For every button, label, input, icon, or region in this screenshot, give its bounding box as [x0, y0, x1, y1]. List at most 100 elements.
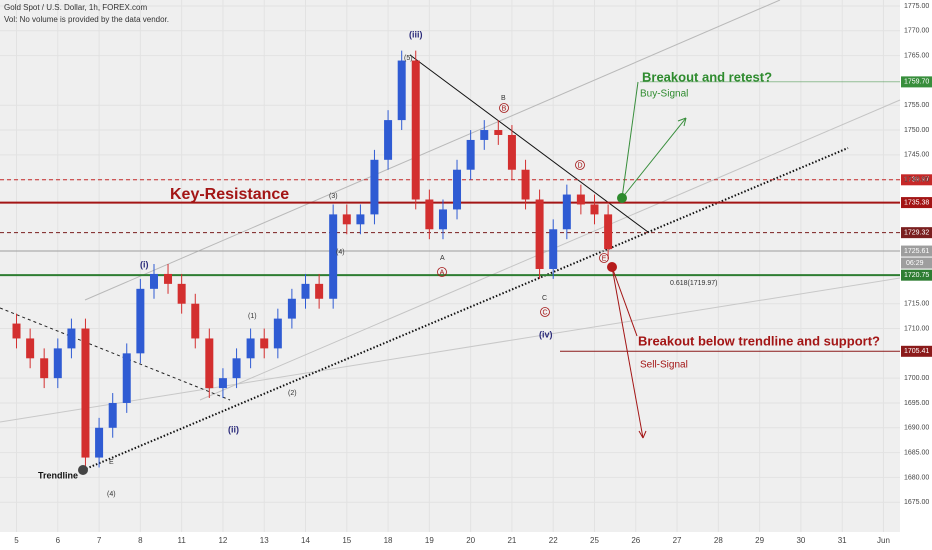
price-tag-label: 1725.61 — [904, 248, 929, 255]
candle-body — [108, 402, 117, 428]
arrow-head — [677, 117, 687, 127]
x-tick-label: 26 — [631, 536, 640, 545]
trendline — [0, 307, 231, 401]
wave-circle — [575, 160, 585, 170]
x-tick-label: 20 — [466, 536, 475, 545]
arrow-head — [638, 430, 647, 439]
x-tick-label: 8 — [138, 536, 143, 545]
channel-line — [84, 0, 781, 301]
arrow — [611, 266, 644, 439]
time-axis — [0, 532, 900, 550]
x-tick-label: 27 — [673, 536, 682, 545]
candle-body — [356, 214, 365, 225]
x-tick-label: 5 — [14, 536, 19, 545]
candle-body — [397, 60, 406, 121]
x-tick-label: 15 — [342, 536, 351, 545]
annotation: (1) — [248, 313, 257, 320]
price-tag-label: 1759.70 — [904, 79, 929, 86]
candle-body — [95, 427, 104, 458]
candle-body — [535, 199, 544, 269]
candle-body — [205, 338, 214, 389]
annotation: B — [501, 95, 506, 102]
y-tick-label: 1695.00 — [904, 400, 929, 407]
x-tick-label: 6 — [56, 536, 61, 545]
y-tick-label: 1680.00 — [904, 474, 929, 481]
candle-body — [411, 60, 420, 200]
annotation: (5) — [404, 55, 413, 62]
annotation: Buy-Signal — [640, 89, 688, 100]
candle-body — [384, 120, 393, 160]
x-tick-label: 13 — [260, 536, 269, 545]
wave-label: E — [602, 255, 607, 262]
annotation: (2) — [288, 390, 297, 397]
candle-body — [232, 358, 241, 379]
candle-body — [549, 229, 558, 269]
candle-body — [494, 130, 503, 135]
wave-label: A — [440, 269, 445, 276]
plot-background — [0, 0, 900, 532]
x-tick-label: 19 — [425, 536, 434, 545]
candle-body — [122, 353, 131, 403]
price-tag-label: 1720.75 — [904, 272, 929, 279]
candle-body — [287, 298, 296, 319]
connector — [611, 266, 638, 337]
candle-body — [301, 283, 310, 299]
annotation: (iv) — [539, 329, 553, 339]
candle-body — [466, 139, 475, 170]
marker — [617, 193, 627, 203]
marker — [78, 465, 88, 475]
y-tick-label: 1750.00 — [904, 127, 929, 134]
price-tag — [901, 345, 932, 357]
candle-body — [480, 130, 489, 140]
candle-body — [370, 159, 379, 215]
candle-body — [67, 328, 76, 349]
countdown-tag — [901, 257, 932, 269]
y-tick-label: 1690.00 — [904, 425, 929, 432]
annotation: (3) — [329, 193, 338, 200]
price-tag-label: 1729.32 — [904, 229, 929, 236]
subtitle: Vol: No volume is provided by the data v… — [4, 15, 169, 24]
price-tag — [901, 197, 932, 209]
x-tick-label: 25 — [590, 536, 599, 545]
candle-body — [453, 169, 462, 210]
candle-body — [81, 328, 90, 458]
price-tag — [901, 174, 932, 186]
x-tick-label: 22 — [549, 536, 558, 545]
y-tick-label: 1770.00 — [904, 28, 929, 35]
countdown: 06:29 — [906, 260, 924, 267]
wave-label: B — [502, 105, 507, 112]
x-tick-label: 18 — [384, 536, 393, 545]
candle-body — [218, 378, 227, 389]
annotation: (4) — [107, 491, 116, 498]
x-tick-label: 11 — [177, 536, 186, 545]
annotation: A — [440, 255, 445, 262]
x-tick-label: 21 — [507, 536, 516, 545]
candle-body — [562, 194, 571, 230]
price-tag-label: 1739.97 — [904, 177, 929, 184]
candle-body — [26, 338, 35, 359]
y-tick-label: 1755.00 — [904, 102, 929, 109]
candle-body — [604, 214, 613, 250]
candle-body — [12, 323, 21, 339]
wave-circle — [540, 307, 550, 317]
price-tag-label: 1735.38 — [904, 199, 929, 206]
channel-line — [0, 277, 901, 423]
annotation: Trendline — [38, 470, 78, 480]
marker — [607, 262, 617, 272]
candle-body — [438, 209, 447, 230]
candle-body — [53, 348, 62, 379]
candle-body — [136, 288, 145, 354]
candle-body — [273, 318, 282, 349]
price-tag-label: 1705.41 — [904, 348, 929, 355]
price-tag — [901, 227, 932, 239]
y-tick-label: 1740.00 — [904, 176, 929, 183]
annotation: C — [542, 295, 547, 302]
annotation: Breakout and retest? — [642, 69, 772, 84]
candle-body — [342, 214, 351, 225]
annotation: (4) — [336, 249, 345, 256]
annotation: 0.618(1719.97) — [670, 280, 717, 287]
candle-body — [246, 338, 255, 359]
candle-body — [149, 273, 158, 289]
connector — [621, 81, 639, 199]
x-tick-label: 30 — [796, 536, 805, 545]
